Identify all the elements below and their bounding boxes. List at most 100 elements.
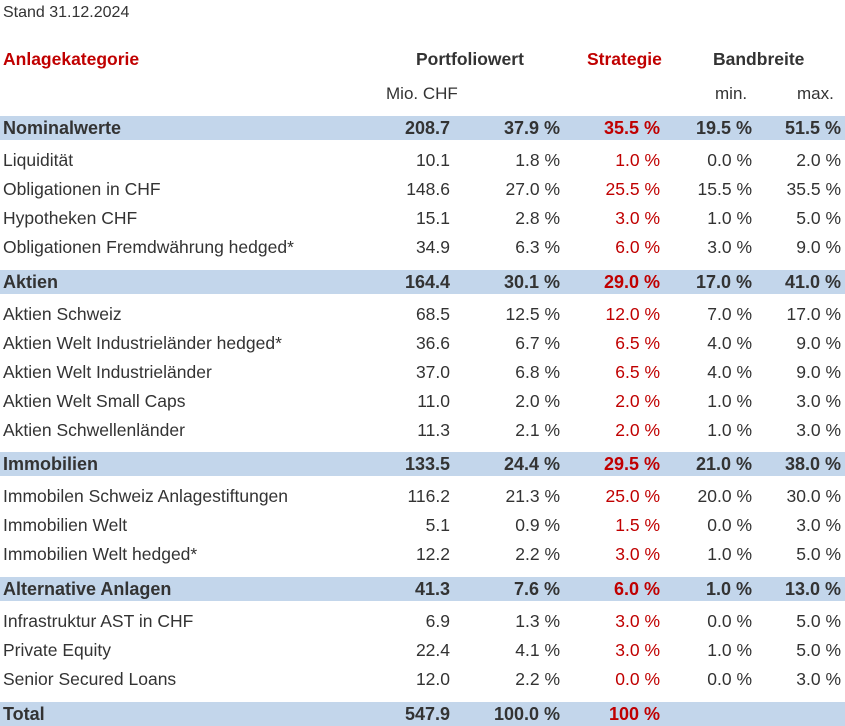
header-category: Anlagekategorie [3,49,140,69]
table-row: Liquidität 10.1 1.8 % 1.0 % 0.0 % 2.0 % [0,148,845,173]
row-name: Aktien Welt Small Caps [3,391,186,411]
category-row: Total 547.9 100.0 % 100 % [0,702,845,726]
row-percent: 4.1 % [515,640,560,660]
row-value: 547.9 [404,704,450,724]
table-row: Aktien Welt Industrieländer hedged* 36.6 6… [0,331,845,356]
row-min: 4.0 % [707,333,752,353]
row-max: 13.0 % [784,579,841,599]
row-max: 5.0 % [796,544,841,564]
table-row: Immobilien Welt 5.1 0.9 % 1.5 % 0.0 % 3.0 % [0,513,845,538]
row-max: 3.0 % [796,420,841,440]
row-max: 9.0 % [796,362,841,382]
row-min: 15.5 % [697,179,752,199]
row-name: Aktien [3,272,59,292]
row-strategie: 0.0 % [615,669,660,689]
row-name: Liquidität [3,150,74,170]
table-row: Aktien Welt Small Caps 11.0 2.0 % 2.0 % 1.0 … [0,389,845,414]
row-strategie: 3.0 % [615,640,660,660]
table-row: Hypotheken CHF 15.1 2.8 % 3.0 % 1.0 % 5.0 % [0,206,845,231]
row-min: 1.0 % [707,544,752,564]
table-row: Aktien Welt Industrieländer 37.0 6.8 % 6.5 … [0,360,845,385]
row-strategie: 29.5 % [603,454,660,474]
row-percent: 100.0 % [493,704,560,724]
row-percent: 24.4 % [503,454,560,474]
category-row: Immobilien 133.5 24.4 % 29.5 % 21.0 % 38.0 % [0,452,845,476]
row-name: Obligationen Fremdwährung hedged* [3,237,294,257]
row-name: Aktien Schweiz [3,304,122,324]
row-min: 0.0 % [707,669,752,689]
row-min: 1.0 % [705,579,752,599]
stand-date: Stand 31.12.2024 [3,4,130,21]
row-name: Aktien Schwellenländer [3,420,185,440]
row-min: 1.0 % [707,391,752,411]
row-min: 4.0 % [707,362,752,382]
row-name: Obligationen in CHF [3,179,161,199]
row-max: 3.0 % [796,515,841,535]
table-row: Immobilien Welt hedged* 12.2 2.2 % 3.0 % 1.0… [0,542,845,567]
row-min: 1.0 % [707,420,752,440]
table-row: Obligationen Fremdwährung hedged* 34.9 6.3… [0,235,845,260]
row-value: 116.2 [407,486,451,506]
row-strategie: 25.5 % [605,179,660,199]
row-name: Immobilien Welt [3,515,128,535]
row-strategie: 12.0 % [605,304,660,324]
table-row: Immobilen Schweiz Anlagestiftungen 116.2 2… [0,484,845,509]
row-name: Private Equity [3,640,111,660]
header-unit: Mio. CHF [386,84,458,103]
row-percent: 1.3 % [515,611,560,631]
row-percent: 2.1 % [515,420,560,440]
row-value: 22.4 [415,640,450,660]
row-strategie: 2.0 % [615,391,660,411]
row-max: 35.5 % [786,179,841,199]
row-percent: 1.8 % [515,150,560,170]
table-row: Aktien Schweiz 68.5 12.5 % 12.0 % 7.0 % 17.0 … [0,302,845,327]
table-row: Infrastruktur AST in CHF 6.9 1.3 % 3.0 % 0.0… [0,609,845,634]
row-min: 17.0 % [695,272,752,292]
row-value: 208.7 [404,118,450,138]
row-percent: 21.3 % [505,486,560,506]
row-min: 3.0 % [707,237,752,257]
category-row: Aktien 164.4 30.1 % 29.0 % 17.0 % 41.0 % [0,270,845,294]
row-strategie: 3.0 % [615,544,660,564]
row-strategie: 25.0 % [605,486,660,506]
table-row: Aktien Schwellenländer 11.3 2.1 % 2.0 % 1.0 … [0,418,845,443]
row-name: Immobilen Schweiz Anlagestiftungen [3,486,289,506]
row-percent: 2.2 % [515,544,560,564]
header-portfoliowert: Portfoliowert [416,49,524,69]
row-value: 148.6 [406,179,450,199]
row-max: 17.0 % [786,304,841,324]
row-min: 20.0 % [697,486,752,506]
row-percent: 30.1 % [503,272,560,292]
row-value: 12.0 [415,669,450,689]
row-value: 15.1 [415,208,450,228]
row-strategie: 3.0 % [615,208,660,228]
row-percent: 6.7 % [515,333,560,353]
row-strategie: 2.0 % [615,420,660,440]
row-min: 0.0 % [707,515,752,535]
row-value: 10.1 [415,150,450,170]
row-strategie: 6.5 % [615,362,660,382]
row-percent: 6.8 % [515,362,560,382]
row-name: Aktien Welt Industrieländer hedged* [3,333,282,353]
row-value: 164.4 [404,272,450,292]
row-min: 19.5 % [695,118,752,138]
table-row: Private Equity 22.4 4.1 % 3.0 % 1.0 % 5.0 % [0,638,845,663]
row-max: 30.0 % [786,486,841,506]
row-percent: 12.5 % [505,304,560,324]
row-max: 2.0 % [796,150,841,170]
row-percent: 0.9 % [515,515,560,535]
row-min: 0.0 % [707,150,752,170]
row-strategie: 6.0 % [615,237,660,257]
header-bandbreite: Bandbreite [713,49,805,69]
row-value: 34.9 [415,237,450,257]
row-max: 3.0 % [796,669,841,689]
row-strategie: 3.0 % [615,611,660,631]
header-max: max. [797,84,834,103]
row-max: 9.0 % [796,237,841,257]
row-value: 6.9 [425,611,450,631]
row-name: Immobilien Welt hedged* [3,544,198,564]
row-value: 36.6 [415,333,450,353]
row-max: 5.0 % [796,208,841,228]
row-percent: 27.0 % [505,179,560,199]
row-max: 38.0 % [784,454,841,474]
